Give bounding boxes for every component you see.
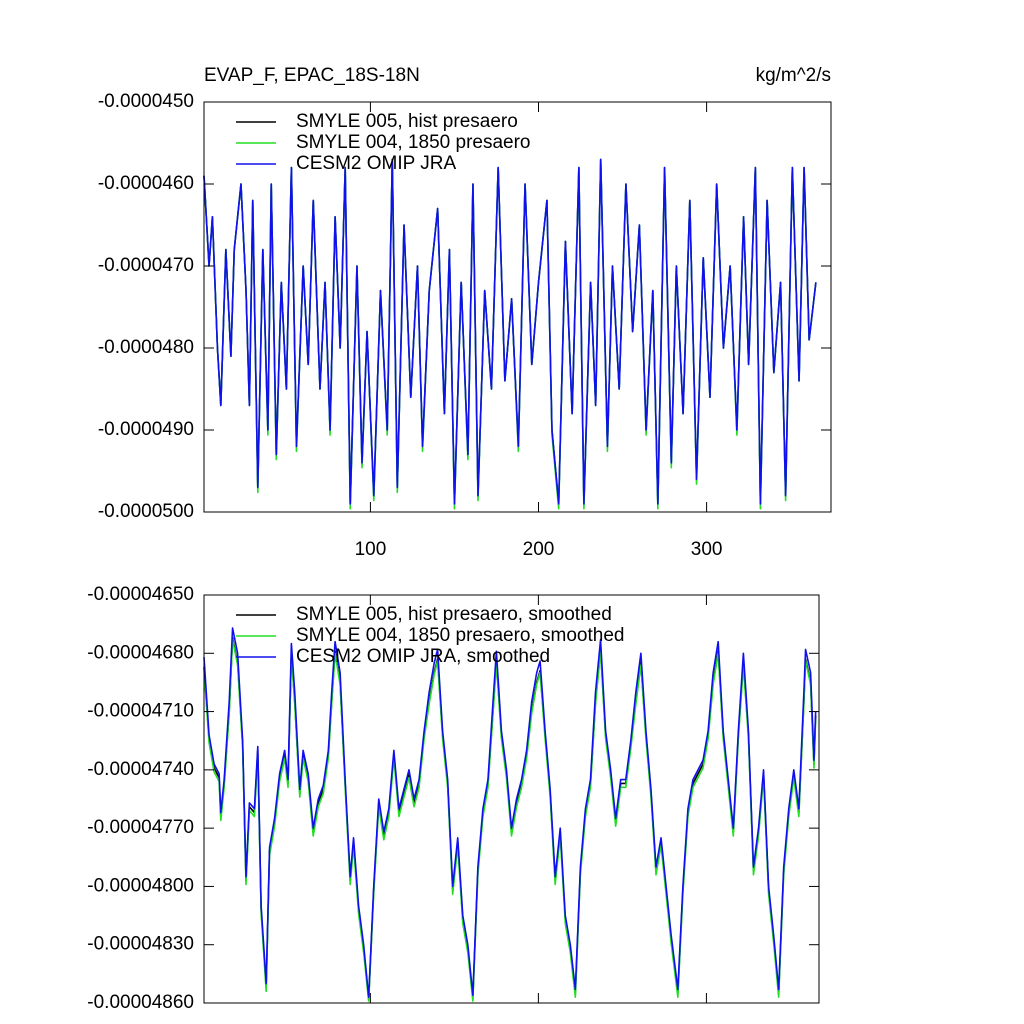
data-line bbox=[203, 627, 817, 998]
x-tick-label: 100 bbox=[355, 539, 387, 560]
y-tick-label: -0.00004770 bbox=[87, 817, 194, 838]
units-label: kg/m^2/s bbox=[756, 65, 831, 86]
legend-label: CESM2 OMIP JRA, smoothed bbox=[296, 646, 550, 667]
y-tick-label: -0.0000490 bbox=[98, 419, 194, 440]
y-tick-label: -0.0000450 bbox=[98, 91, 194, 112]
legend-label: CESM2 OMIP JRA bbox=[296, 153, 456, 174]
y-tick-label: -0.00004710 bbox=[87, 701, 194, 722]
x-tick-label: 200 bbox=[523, 539, 555, 560]
plot-frame bbox=[203, 101, 832, 513]
y-tick-label: -0.00004860 bbox=[87, 992, 194, 1013]
y-tick-label: -0.00004650 bbox=[87, 584, 194, 605]
legend-label: SMYLE 005, hist presaero bbox=[296, 111, 518, 132]
legend-label: SMYLE 004, 1850 presaero, smoothed bbox=[296, 625, 624, 646]
chart-title: EVAP_F, EPAC_18S-18N bbox=[204, 65, 420, 86]
x-tick-label: 300 bbox=[691, 539, 723, 560]
y-tick-label: -0.00004740 bbox=[87, 759, 194, 780]
data-line bbox=[203, 158, 817, 505]
legend-label: SMYLE 004, 1850 presaero bbox=[296, 132, 531, 153]
plot-frame bbox=[203, 594, 820, 1004]
data-line bbox=[203, 638, 817, 1002]
legend-label: SMYLE 005, hist presaero, smoothed bbox=[296, 604, 612, 625]
y-tick-label: -0.00004680 bbox=[87, 642, 194, 663]
y-tick-label: -0.0000480 bbox=[98, 337, 194, 358]
y-tick-label: -0.00004800 bbox=[87, 875, 194, 896]
y-tick-label: -0.00004830 bbox=[87, 934, 194, 955]
y-tick-label: -0.0000460 bbox=[98, 173, 194, 194]
y-tick-label: -0.0000500 bbox=[98, 501, 194, 522]
y-tick-label: -0.0000470 bbox=[98, 255, 194, 276]
